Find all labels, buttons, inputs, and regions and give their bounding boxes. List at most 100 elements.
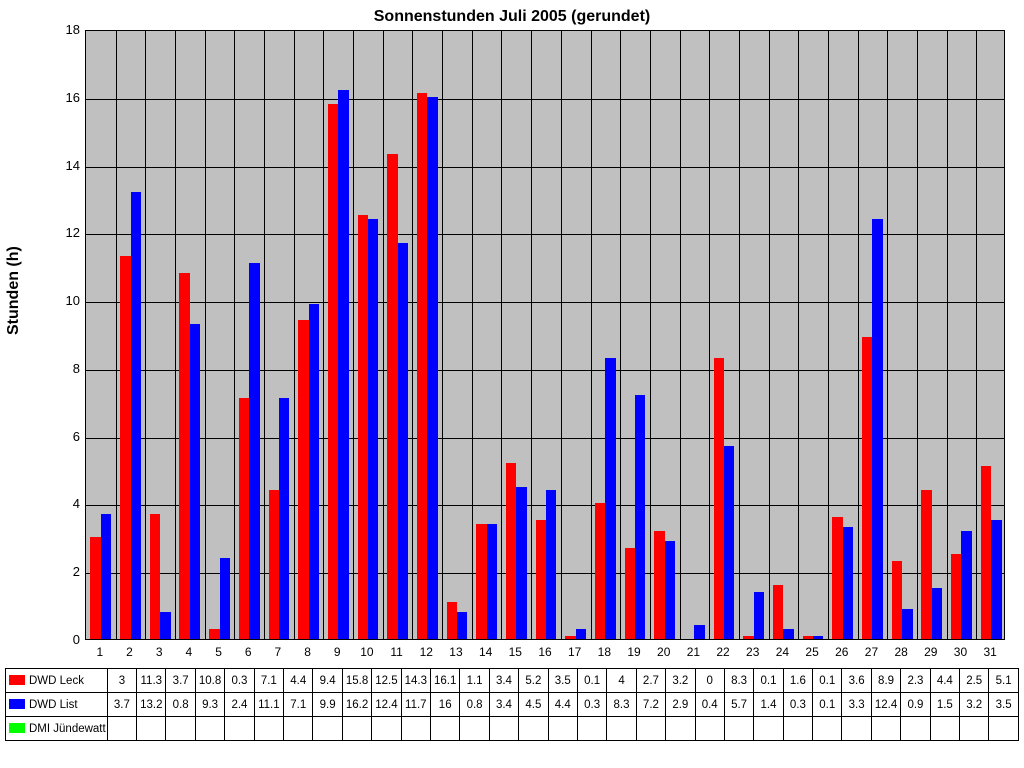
x-tick-label: 29 (916, 645, 946, 659)
table-cell: 12.4 (372, 693, 401, 717)
gridline-v (620, 31, 621, 639)
x-tick-label: 30 (946, 645, 976, 659)
x-tick-label: 8 (293, 645, 323, 659)
bar-dwd-list (398, 243, 408, 640)
x-tick-label: 20 (649, 645, 679, 659)
legend-swatch (9, 699, 25, 709)
table-cell: 2.9 (666, 693, 695, 717)
table-cell: 13.2 (137, 693, 166, 717)
x-tick-label: 13 (441, 645, 471, 659)
table-cell: 3.4 (489, 669, 518, 693)
table-cell: 4.4 (284, 669, 313, 693)
gridline-h (86, 167, 1004, 168)
bar-dwd-list (872, 219, 882, 639)
gridline-v (383, 31, 384, 639)
gridline-v (412, 31, 413, 639)
table-cell: 4.5 (519, 693, 548, 717)
bar-dwd-list (546, 490, 556, 639)
table-cell (666, 717, 695, 741)
table-cell: 3.2 (666, 669, 695, 693)
bar-dwd-leck (892, 561, 902, 639)
gridline-v (145, 31, 146, 639)
table-cell: 0.1 (813, 669, 842, 693)
x-tick-label: 16 (530, 645, 560, 659)
x-tick-label: 18 (590, 645, 620, 659)
bar-dwd-list (902, 609, 912, 640)
table-cell: 0.3 (783, 693, 812, 717)
bar-dwd-leck (625, 548, 635, 640)
bar-dwd-leck (832, 517, 842, 639)
table-cell (225, 717, 254, 741)
x-tick-label: 6 (233, 645, 263, 659)
legend-swatch (9, 723, 25, 733)
bar-dwd-leck (654, 531, 664, 639)
gridline-v (116, 31, 117, 639)
table-cell (636, 717, 665, 741)
table-cell (137, 717, 166, 741)
gridline-h (86, 234, 1004, 235)
gridline-v (947, 31, 948, 639)
bar-dwd-leck (595, 503, 605, 639)
table-cell (548, 717, 577, 741)
x-tick-label: 9 (322, 645, 352, 659)
table-cell: 0.1 (577, 669, 606, 693)
table-cell: 11.3 (137, 669, 166, 693)
table-cell: 11.7 (401, 693, 430, 717)
x-tick-label: 24 (768, 645, 798, 659)
table-cell: 12.4 (871, 693, 900, 717)
legend-cell: DMI Jündewatt (6, 717, 108, 741)
y-axis-label: Stunden (h) (5, 246, 23, 335)
table-cell: 5.1 (989, 669, 1018, 693)
table-cell: 3.7 (166, 669, 195, 693)
gridline-v (323, 31, 324, 639)
gridline-v (769, 31, 770, 639)
table-cell: 2.7 (636, 669, 665, 693)
gridline-v (828, 31, 829, 639)
table-cell: 9.4 (313, 669, 342, 693)
table-cell (166, 717, 195, 741)
legend-label: DWD Leck (29, 675, 84, 687)
chart-title: Sonnenstunden Juli 2005 (gerundet) (0, 8, 1024, 26)
bar-dwd-list (813, 636, 823, 639)
x-tick-label: 22 (708, 645, 738, 659)
plot-area (85, 30, 1005, 640)
bar-dwd-list (665, 541, 675, 639)
bar-dwd-leck (951, 554, 961, 639)
table-cell (489, 717, 518, 741)
table-cell: 7.2 (636, 693, 665, 717)
bar-dwd-list (220, 558, 230, 639)
gridline-v (917, 31, 918, 639)
table-cell: 8.9 (871, 669, 900, 693)
table-cell (813, 717, 842, 741)
bar-dwd-list (427, 97, 437, 639)
table-cell: 2.4 (225, 693, 254, 717)
table-cell: 16.1 (431, 669, 460, 693)
x-tick-label: 15 (500, 645, 530, 659)
table-cell (519, 717, 548, 741)
bar-dwd-list (309, 304, 319, 640)
y-tick-label: 6 (40, 429, 80, 444)
table-cell: 15.8 (342, 669, 371, 693)
x-tick-label: 12 (411, 645, 441, 659)
table-cell: 3.4 (489, 693, 518, 717)
table-cell: 11.1 (254, 693, 283, 717)
y-tick-label: 8 (40, 361, 80, 376)
x-tick-label: 19 (619, 645, 649, 659)
table-cell (901, 717, 930, 741)
bar-dwd-list (694, 625, 704, 639)
bar-dwd-leck (209, 629, 219, 639)
bar-dwd-list (101, 514, 111, 639)
y-tick-label: 0 (40, 632, 80, 647)
table-cell (871, 717, 900, 741)
x-tick-label: 4 (174, 645, 204, 659)
gridline-v (501, 31, 502, 639)
table-cell: 4.4 (930, 669, 959, 693)
x-tick-label: 14 (471, 645, 501, 659)
bar-dwd-leck (506, 463, 516, 639)
table-cell (695, 717, 724, 741)
table-row: DMI Jündewatt (6, 717, 1019, 741)
y-tick-label: 12 (40, 225, 80, 240)
gridline-v (472, 31, 473, 639)
bar-dwd-leck (358, 215, 368, 639)
table-cell (607, 717, 636, 741)
